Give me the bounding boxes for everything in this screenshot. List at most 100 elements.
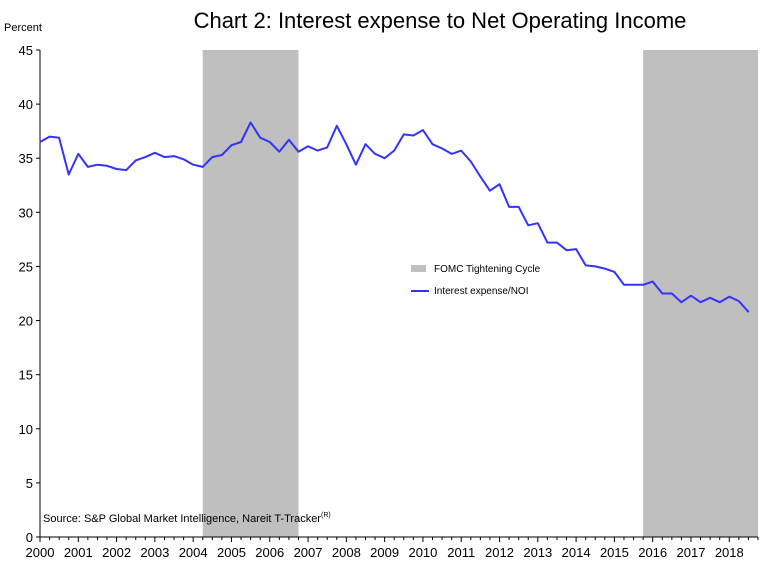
x-tick-label: 2003: [140, 545, 169, 560]
data-point: [632, 284, 635, 286]
data-point: [364, 143, 367, 145]
data-point: [422, 129, 424, 131]
shaded-region-2: [643, 50, 758, 537]
data-point: [211, 156, 213, 158]
series-lines: [39, 121, 750, 313]
data-point: [250, 121, 252, 124]
y-tick-label: 45: [19, 43, 33, 58]
data-point: [240, 141, 242, 143]
data-point: [230, 144, 233, 146]
x-tick-label: 2000: [26, 545, 55, 560]
data-point: [77, 153, 79, 155]
y-tick-label: 0: [26, 530, 33, 545]
x-tick-label: 2008: [332, 545, 361, 560]
data-point: [680, 301, 683, 303]
data-point: [106, 165, 108, 167]
data-point: [604, 268, 606, 270]
x-tick-label: 2018: [715, 545, 744, 560]
data-point: [671, 292, 673, 295]
y-tick-label: 5: [26, 476, 33, 491]
data-point: [278, 151, 280, 153]
data-point: [623, 284, 625, 286]
data-point: [154, 152, 156, 154]
chart-title: Chart 2: Interest expense to Net Operati…: [194, 8, 687, 33]
data-point: [374, 153, 376, 155]
source-superscript: (R): [321, 512, 331, 519]
data-point: [355, 164, 357, 166]
data-point: [498, 183, 501, 185]
data-point: [87, 166, 89, 168]
data-point: [719, 301, 721, 303]
data-point: [288, 139, 290, 141]
y-axis-label: Percent: [4, 22, 42, 34]
data-point: [690, 295, 692, 297]
data-point: [508, 206, 510, 208]
x-tick-label: 2010: [408, 545, 437, 560]
data-point: [48, 135, 51, 138]
source-note: Source: S&P Global Market Intelligence, …: [43, 512, 331, 525]
x-tick-label: 2015: [600, 545, 629, 560]
data-point: [747, 311, 750, 313]
x-tick-label: 2004: [179, 545, 208, 560]
x-tick-label: 2016: [638, 545, 667, 560]
y-tick-label: 25: [19, 259, 33, 274]
data-point: [39, 141, 41, 143]
data-point: [96, 164, 99, 166]
data-point: [441, 147, 443, 150]
data-point: [451, 153, 453, 155]
data-point: [317, 150, 319, 152]
x-tick-label: 2011: [447, 545, 475, 560]
data-point: [307, 145, 309, 147]
data-point: [527, 224, 529, 226]
data-point: [269, 141, 271, 143]
data-point: [144, 156, 146, 158]
data-point: [594, 265, 596, 268]
x-tick-label: 2005: [217, 545, 246, 560]
data-point: [259, 137, 261, 139]
data-point: [518, 206, 520, 208]
data-point: [661, 292, 663, 295]
data-point: [393, 150, 395, 152]
data-point: [565, 249, 568, 251]
data-point: [183, 158, 185, 160]
data-point: [115, 168, 118, 170]
y-tick-label: 15: [19, 368, 33, 383]
y-tick-label: 30: [19, 205, 33, 220]
data-point: [642, 284, 644, 286]
data-point: [202, 166, 204, 168]
legend-label-fomc-tightening-cycle: FOMC Tightening Cycle: [434, 264, 541, 275]
data-point: [403, 133, 405, 136]
data-point: [728, 296, 730, 298]
source-text: Source: S&P Global Market Intelligence, …: [43, 513, 321, 525]
data-point: [58, 137, 60, 139]
y-tick-label: 10: [19, 422, 33, 437]
data-point: [125, 169, 127, 171]
data-point: [489, 190, 491, 192]
x-tick-label: 2017: [677, 545, 706, 560]
data-point: [173, 155, 175, 157]
data-point: [652, 280, 654, 283]
shaded-region-1: [202, 50, 299, 537]
data-point: [68, 173, 70, 176]
legend-swatch-fomc-tightening-cycle: [411, 265, 426, 272]
data-point: [221, 154, 223, 156]
x-tick-label: 2006: [255, 545, 284, 560]
y-tick-labels: 0 5 10 15 20 25 30 35 40 45: [19, 43, 33, 545]
x-tick-labels: 2000 2001 2002 2003 2004 2005 2006 2007 2008 2009…: [26, 545, 744, 560]
x-tick-label: 2007: [294, 545, 323, 560]
data-point: [336, 125, 338, 127]
data-point: [613, 271, 616, 273]
data-point: [431, 143, 434, 145]
legend-label-interest-expense-noi: Interest expense/NOI: [434, 286, 529, 297]
x-tick-label: 2012: [485, 545, 514, 560]
data-point: [345, 143, 347, 145]
data-point: [585, 264, 587, 266]
shaded-regions: [202, 50, 758, 537]
data-point: [738, 300, 740, 302]
x-tick-label: 2014: [562, 545, 591, 560]
y-tick-label: 35: [19, 151, 33, 166]
data-point: [537, 222, 539, 224]
data-point: [326, 146, 328, 148]
data-point: [699, 301, 702, 303]
